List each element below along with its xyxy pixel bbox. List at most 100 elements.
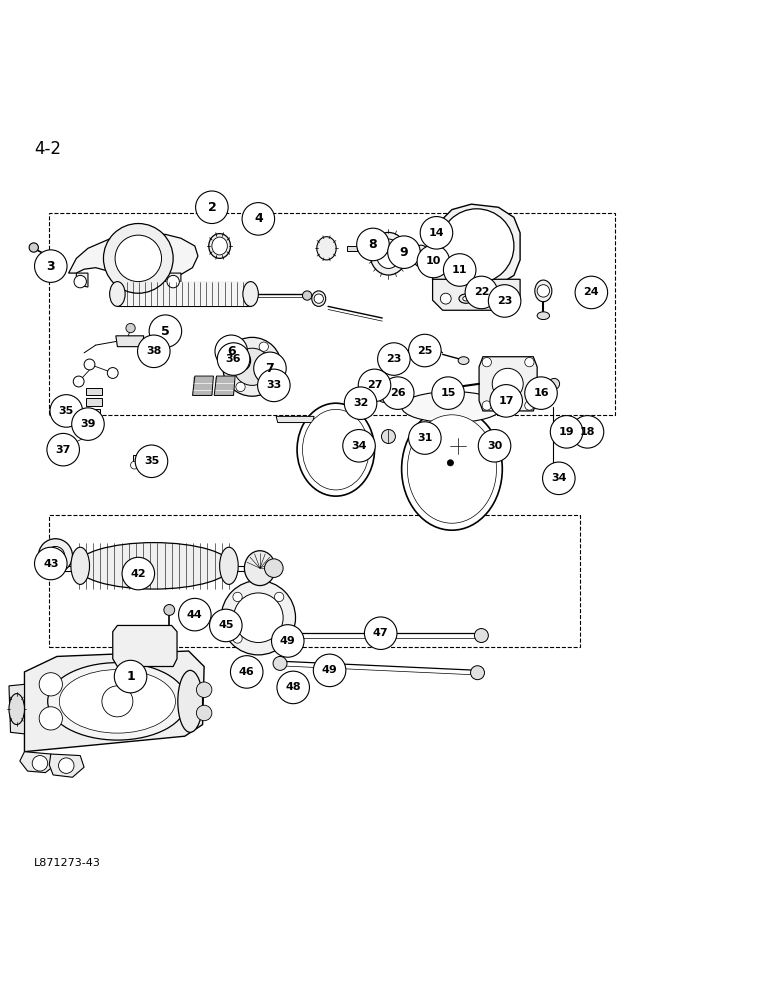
Circle shape [84,359,95,370]
Ellipse shape [417,250,426,262]
Polygon shape [420,260,433,269]
Ellipse shape [212,237,227,255]
Circle shape [115,235,161,282]
Ellipse shape [209,234,230,258]
Circle shape [167,275,179,288]
Circle shape [440,209,514,283]
Ellipse shape [445,381,455,395]
Circle shape [502,293,513,304]
Text: 49: 49 [321,665,338,675]
Circle shape [314,294,324,303]
Polygon shape [24,651,204,752]
Ellipse shape [312,291,326,306]
Text: 23: 23 [386,354,402,364]
Circle shape [38,539,73,573]
Circle shape [271,362,280,371]
Polygon shape [49,754,84,777]
Circle shape [342,430,375,462]
Circle shape [259,342,268,351]
Polygon shape [276,416,314,423]
Circle shape [482,401,491,410]
Circle shape [441,293,451,304]
Circle shape [115,660,147,693]
Circle shape [264,559,283,577]
Circle shape [431,341,440,351]
Polygon shape [445,213,508,282]
Circle shape [474,629,488,642]
Ellipse shape [71,547,90,584]
Ellipse shape [413,245,430,267]
Polygon shape [87,398,102,406]
Circle shape [543,462,575,495]
Circle shape [277,671,310,704]
Text: 26: 26 [390,388,406,398]
Text: 19: 19 [558,427,574,437]
Text: 9: 9 [399,246,408,259]
Text: 3: 3 [47,260,55,273]
Circle shape [230,656,263,688]
Text: 16: 16 [534,388,549,398]
Text: 15: 15 [441,388,456,398]
Text: 18: 18 [580,427,595,437]
Circle shape [358,369,391,402]
Polygon shape [347,246,357,251]
Circle shape [275,592,284,602]
Ellipse shape [235,351,250,370]
Circle shape [135,445,168,478]
Circle shape [210,609,242,642]
Text: 25: 25 [417,346,433,356]
Circle shape [409,422,441,454]
Ellipse shape [458,357,469,364]
Polygon shape [165,273,181,287]
Circle shape [525,401,534,410]
Polygon shape [84,409,100,416]
Text: 11: 11 [452,265,467,275]
Circle shape [233,592,242,602]
Ellipse shape [110,282,125,306]
Circle shape [257,369,290,402]
Circle shape [47,433,80,466]
Ellipse shape [445,385,450,391]
Circle shape [388,236,420,268]
Text: 17: 17 [498,396,514,406]
Circle shape [39,707,62,730]
Polygon shape [116,336,144,347]
Text: 37: 37 [55,445,71,455]
Circle shape [57,436,73,452]
Circle shape [50,395,83,427]
Ellipse shape [9,694,24,725]
Circle shape [193,607,204,618]
Circle shape [571,416,604,448]
Text: 33: 33 [266,380,282,390]
Circle shape [578,430,589,441]
Circle shape [46,546,65,565]
Circle shape [365,386,376,397]
Text: 10: 10 [426,256,441,266]
Text: 49: 49 [280,636,296,646]
Circle shape [275,634,284,643]
Circle shape [525,377,557,409]
Text: 35: 35 [58,406,74,416]
Ellipse shape [48,663,187,740]
Polygon shape [133,455,148,463]
Circle shape [314,654,346,687]
Text: 2: 2 [207,201,216,214]
Circle shape [254,352,286,385]
Ellipse shape [402,392,502,423]
Circle shape [525,358,534,367]
Circle shape [51,552,59,560]
Ellipse shape [244,551,275,586]
Polygon shape [215,376,235,395]
Circle shape [104,224,173,293]
Ellipse shape [370,232,407,275]
Circle shape [248,664,253,669]
Polygon shape [193,376,214,395]
Circle shape [72,408,105,440]
Circle shape [470,666,484,680]
Circle shape [236,382,245,392]
Text: 4: 4 [254,212,263,225]
Circle shape [490,385,523,417]
Circle shape [215,335,247,368]
Polygon shape [20,752,55,773]
Polygon shape [69,234,198,281]
